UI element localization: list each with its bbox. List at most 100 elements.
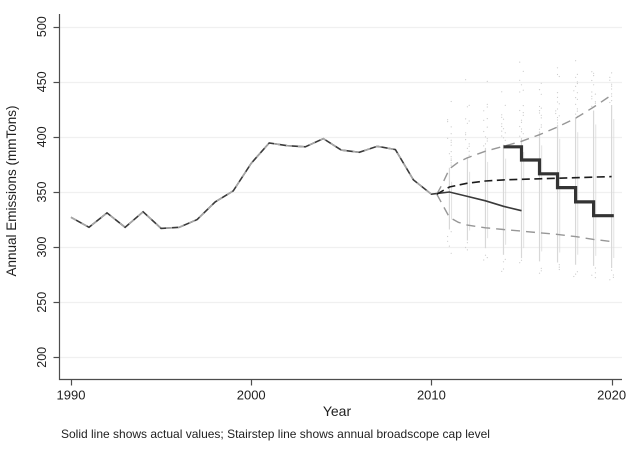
- simulation-dot: [609, 101, 611, 104]
- simulation-dot: [486, 103, 488, 105]
- x-tick-label: 2010: [417, 388, 446, 403]
- simulation-dot: [540, 117, 542, 119]
- x-tick-label: 2000: [237, 388, 266, 403]
- simulation-dot: [609, 279, 611, 281]
- simulation-dot: [450, 158, 452, 160]
- simulation-dot: [611, 93, 613, 95]
- simulation-dot: [611, 83, 613, 85]
- simulation-dot: [591, 79, 593, 82]
- simulation-dot: [591, 105, 593, 107]
- simulation-dot: [486, 80, 488, 82]
- simulation-dot: [468, 150, 470, 152]
- simulation-dot: [483, 145, 485, 147]
- simulation-dot: [575, 113, 577, 115]
- simulation-dot: [612, 274, 615, 276]
- simulation-dot: [540, 124, 542, 126]
- simulation-dot: [502, 137, 505, 139]
- simulation-dot: [538, 112, 541, 114]
- simulation-dot: [486, 118, 488, 120]
- simulation-dot: [556, 108, 559, 110]
- simulation-dot: [591, 98, 593, 100]
- simulation-dot: [538, 89, 541, 91]
- simulation-dot: [450, 144, 452, 146]
- simulation-dot: [522, 133, 524, 135]
- simulation-dot: [609, 79, 611, 81]
- simulation-dot: [576, 98, 579, 100]
- simulation-dot: [466, 249, 468, 251]
- tick-labels: 200 250 300 350 400 450 500 1990 2000 2010 2020: [35, 16, 626, 402]
- simulation-dot: [540, 126, 542, 128]
- simulation-dot: [558, 264, 560, 266]
- simulation-dot: [555, 110, 557, 112]
- simulation-dot: [593, 84, 595, 86]
- y-tick-label: 350: [35, 182, 49, 203]
- simulation-dot: [484, 136, 487, 138]
- simulation-dot: [465, 132, 467, 134]
- simulation-dot: [483, 259, 485, 261]
- simulation-dot: [594, 93, 597, 95]
- simulation-dot: [501, 116, 503, 118]
- simulation-dot: [520, 119, 523, 121]
- simulation-dot: [468, 104, 470, 106]
- simulation-dot: [594, 102, 597, 104]
- simulation-dot: [575, 85, 577, 87]
- simulation-dot: [447, 235, 449, 238]
- simulation-dot: [556, 101, 559, 103]
- simulation-dot: [502, 118, 505, 120]
- median-simulation-line: [436, 175, 612, 195]
- simulation-dot: [576, 110, 579, 112]
- simulation-dot: [465, 79, 467, 81]
- simulation-dot: [450, 252, 452, 254]
- simulation-dot: [538, 128, 541, 130]
- simulation-dot: [502, 268, 505, 270]
- simulation-dot: [484, 254, 487, 256]
- simulation-dot: [483, 119, 485, 121]
- simulation-dot: [447, 119, 449, 121]
- simulation-dot: [594, 101, 597, 103]
- simulation-dot: [576, 108, 579, 110]
- simulation-dot: [486, 257, 488, 259]
- simulation-dot: [486, 138, 488, 140]
- simulation-dot: [609, 76, 611, 78]
- simulation-dot: [466, 147, 468, 149]
- y-axis-title: Annual Emissions (mmTons): [4, 105, 19, 276]
- simulation-dot: [504, 258, 506, 260]
- simulation-dot: [484, 143, 487, 145]
- simulation-dot: [522, 112, 524, 114]
- simulation-dot: [556, 73, 559, 76]
- y-tick-label: 200: [35, 347, 49, 368]
- simulation-dot: [520, 128, 523, 130]
- tick-marks: [53, 26, 614, 386]
- simulation-dot: [520, 84, 523, 86]
- simulation-dot: [450, 231, 452, 233]
- simulation-dot: [540, 267, 542, 269]
- cap-level-stairstep-line: [503, 145, 614, 218]
- simulation-dot: [611, 85, 613, 87]
- simulation-dot: [501, 270, 503, 272]
- simulation-dot: [450, 151, 452, 153]
- x-axis-title: Year: [323, 403, 352, 419]
- x-tick-label: 1990: [57, 388, 86, 403]
- simulation-dot: [465, 118, 467, 120]
- simulation-dot: [522, 114, 524, 116]
- simulation-dot: [556, 67, 559, 69]
- simulation-dot: [501, 91, 503, 93]
- simulation-dot: [504, 139, 506, 141]
- simulation-dot: [522, 70, 524, 72]
- simulation-dot: [522, 105, 524, 107]
- simulation-dot: [450, 141, 452, 143]
- simulation-dot: [520, 259, 523, 261]
- simulation-dot: [611, 88, 613, 90]
- simulation-dot: [575, 76, 577, 78]
- simulation-dot: [593, 75, 595, 77]
- y-tick-label: 500: [35, 16, 49, 37]
- actual-values-line: [70, 137, 522, 230]
- simulation-dot: [611, 95, 613, 97]
- simulation-dot: [519, 262, 521, 264]
- simulation-dot: [540, 93, 542, 95]
- simulation-dot: [447, 137, 449, 139]
- simulation-dot: [573, 275, 575, 278]
- simulation-dot: [519, 79, 521, 81]
- simulation-dot: [576, 82, 579, 85]
